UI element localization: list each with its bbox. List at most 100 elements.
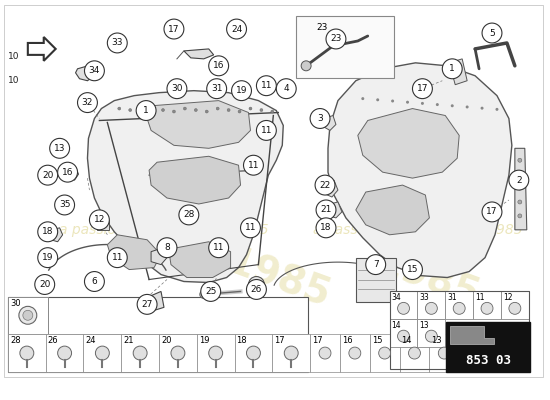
Circle shape (19, 306, 37, 324)
Circle shape (249, 276, 265, 292)
Circle shape (167, 79, 187, 99)
Circle shape (256, 76, 276, 96)
Circle shape (271, 110, 274, 113)
Text: 12: 12 (94, 215, 105, 224)
Text: 25: 25 (205, 287, 216, 296)
Bar (197, 334, 234, 372)
Text: 13: 13 (420, 321, 429, 330)
Circle shape (90, 276, 100, 286)
Bar (296, 16, 394, 78)
Circle shape (107, 33, 127, 53)
Polygon shape (358, 108, 459, 178)
Polygon shape (169, 242, 230, 278)
Polygon shape (449, 59, 467, 85)
Text: 33: 33 (112, 38, 123, 48)
Polygon shape (323, 116, 336, 130)
Polygon shape (75, 65, 95, 81)
Bar (446, 292, 473, 319)
Polygon shape (450, 326, 494, 344)
Text: 18: 18 (42, 227, 53, 236)
Bar (8, 298, 48, 334)
Text: 7: 7 (373, 260, 378, 269)
Circle shape (232, 81, 251, 101)
Text: 21: 21 (320, 206, 332, 214)
Circle shape (164, 19, 184, 39)
Text: 1985: 1985 (221, 243, 336, 316)
Text: 13: 13 (431, 336, 442, 345)
Circle shape (315, 175, 335, 195)
Circle shape (316, 200, 336, 220)
Bar (417, 319, 446, 347)
Circle shape (349, 347, 361, 359)
Bar (389, 319, 417, 347)
Text: 19: 19 (42, 253, 53, 262)
Circle shape (85, 272, 104, 292)
Circle shape (403, 260, 422, 280)
Circle shape (50, 138, 70, 158)
Text: 2: 2 (516, 176, 521, 185)
Text: 15: 15 (372, 336, 382, 345)
Circle shape (366, 255, 386, 274)
Bar (356, 258, 395, 302)
Polygon shape (149, 156, 240, 204)
Circle shape (319, 347, 331, 359)
Circle shape (209, 238, 229, 258)
Polygon shape (515, 148, 527, 230)
Text: 14: 14 (392, 321, 402, 330)
Circle shape (284, 346, 298, 360)
Circle shape (194, 108, 197, 112)
Text: 22: 22 (320, 180, 331, 190)
Text: 14: 14 (402, 336, 412, 345)
Circle shape (85, 61, 104, 81)
Polygon shape (49, 228, 63, 242)
Bar (8, 298, 308, 372)
Bar (370, 334, 399, 372)
Circle shape (209, 56, 229, 76)
Text: 27: 27 (141, 300, 153, 309)
Circle shape (136, 101, 156, 120)
Polygon shape (356, 185, 430, 235)
Circle shape (54, 195, 75, 215)
Circle shape (518, 200, 522, 204)
Circle shape (518, 186, 522, 190)
Circle shape (438, 347, 450, 359)
Bar (473, 292, 501, 319)
Circle shape (252, 280, 260, 288)
Bar (389, 292, 417, 319)
Circle shape (518, 214, 522, 218)
Text: 853 03: 853 03 (465, 354, 510, 366)
Text: 30: 30 (10, 299, 20, 308)
Circle shape (38, 165, 58, 185)
Text: 11: 11 (248, 161, 259, 170)
Circle shape (227, 19, 246, 39)
Text: 32: 32 (82, 98, 93, 107)
Text: 19: 19 (199, 336, 210, 345)
Circle shape (361, 97, 364, 100)
Polygon shape (147, 101, 250, 148)
Circle shape (316, 218, 336, 238)
Polygon shape (68, 167, 79, 180)
Circle shape (90, 210, 109, 230)
Text: 17: 17 (486, 208, 498, 216)
Circle shape (256, 120, 276, 140)
Circle shape (183, 107, 186, 110)
Text: 1: 1 (143, 106, 149, 115)
Circle shape (481, 107, 483, 110)
Polygon shape (107, 235, 161, 270)
Circle shape (421, 102, 424, 105)
Text: 16: 16 (342, 336, 353, 345)
Polygon shape (151, 248, 167, 265)
Circle shape (509, 170, 529, 190)
Text: 11: 11 (261, 81, 272, 90)
Circle shape (436, 103, 439, 106)
Circle shape (151, 107, 153, 110)
Bar (446, 322, 530, 372)
Circle shape (58, 346, 72, 360)
Circle shape (466, 106, 469, 108)
Circle shape (95, 346, 109, 360)
Circle shape (179, 205, 199, 225)
Bar (399, 334, 430, 372)
Circle shape (205, 110, 208, 113)
Text: 11: 11 (112, 253, 123, 262)
Text: 16: 16 (62, 168, 73, 177)
